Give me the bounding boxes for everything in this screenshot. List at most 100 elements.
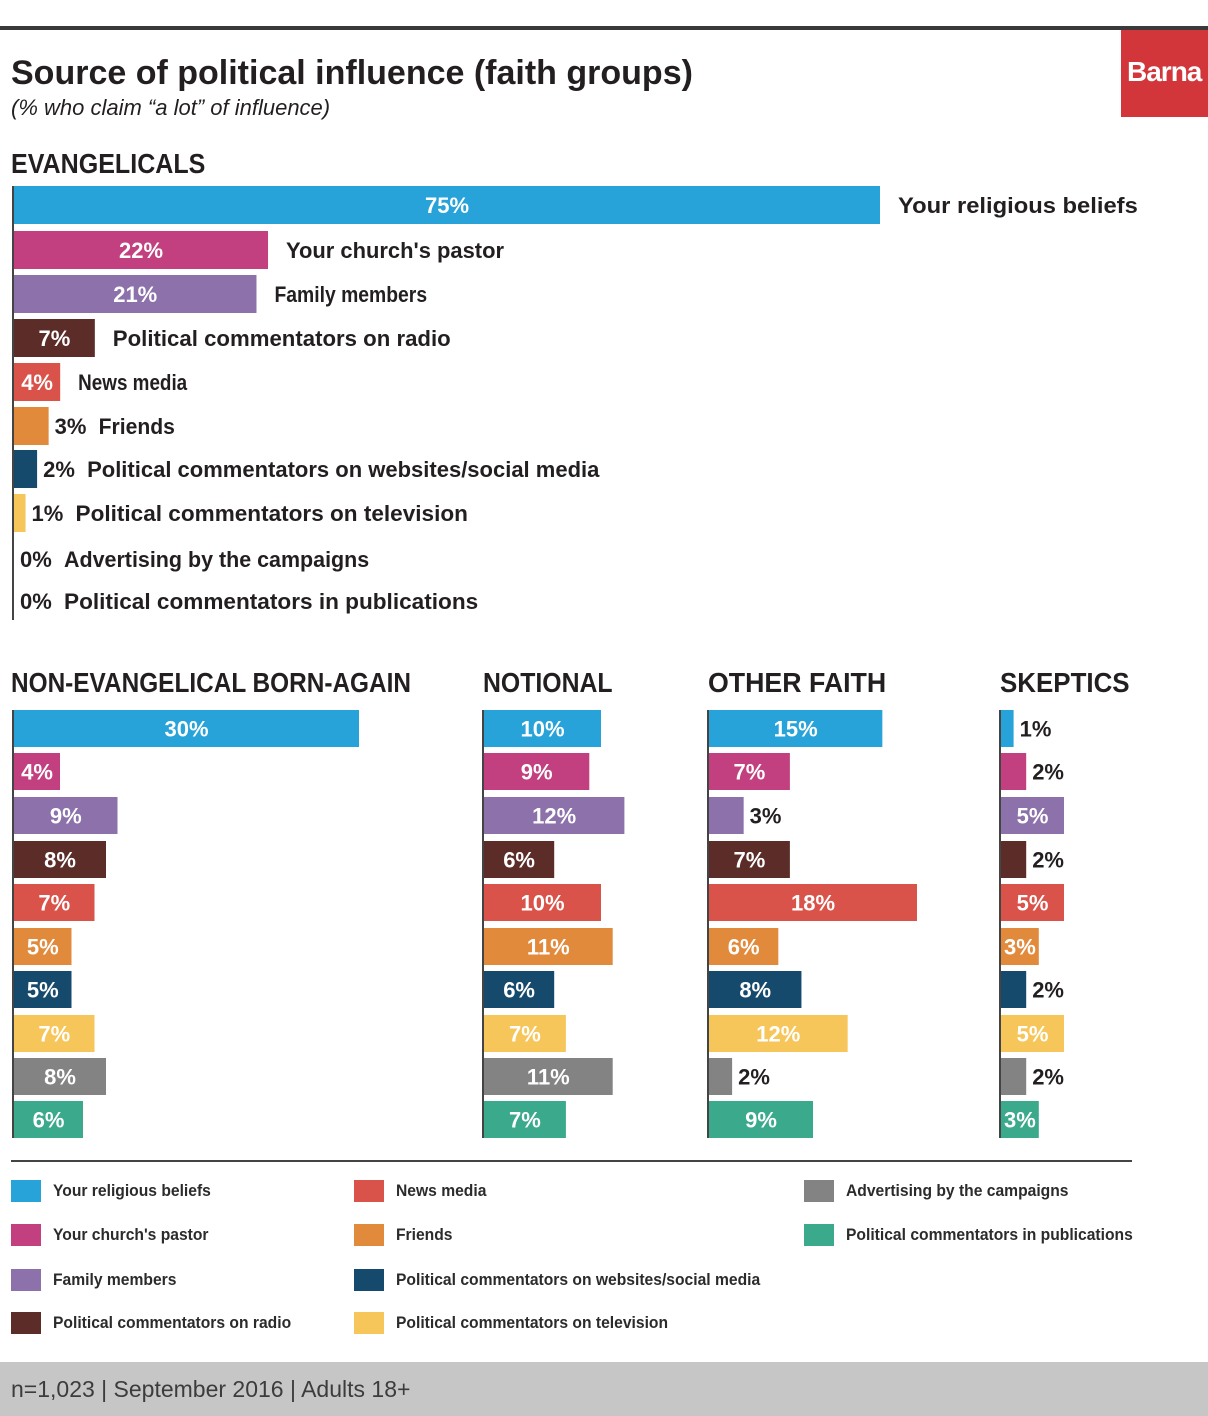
value-label: 0% (20, 547, 52, 572)
value-label: 22% (119, 238, 163, 263)
bar-tv (14, 494, 26, 532)
panel-title: NOTIONAL (483, 667, 613, 698)
value-label: 8% (44, 1065, 76, 1090)
value-label: 6% (503, 848, 535, 873)
value-label: 7% (734, 760, 766, 785)
bar-ads (1001, 1058, 1027, 1095)
legend-label: News media (396, 1181, 487, 1200)
value-label: 3% (55, 414, 87, 439)
value-label: 75% (425, 193, 469, 218)
value-label: 5% (1017, 804, 1049, 829)
legend-label: Family members (53, 1270, 177, 1289)
bar-pastor (1001, 753, 1027, 790)
legend-divider (11, 1160, 1132, 1162)
category-label: Political commentators on radio (113, 326, 451, 351)
bar-tv (14, 1015, 95, 1052)
bar-ads (14, 1058, 106, 1095)
bar-radio (709, 841, 790, 878)
category-label: Political commentators on websites/socia… (87, 457, 600, 482)
bar-news (484, 884, 601, 921)
value-label: 5% (1017, 1022, 1049, 1047)
bar-pastor (709, 753, 790, 790)
bar-web (14, 971, 72, 1008)
value-label: 1% (1020, 717, 1052, 742)
barna-logo: Barna (1121, 30, 1208, 117)
bar-pastor (484, 753, 590, 790)
panel-skeptics: SKEPTICS 1% 2% 5% 2% 5% 3% 2% 5% 2% 3% (999, 667, 1130, 1138)
bar-family (709, 797, 744, 834)
value-label: 1% (32, 501, 64, 526)
value-label: 7% (509, 1108, 541, 1133)
bar-ads (484, 1058, 613, 1095)
value-label: 7% (509, 1022, 541, 1047)
legend-swatch (11, 1269, 41, 1291)
bar-religious (14, 710, 359, 747)
legend-swatch (11, 1312, 41, 1334)
bar-news (14, 363, 61, 401)
bar-news (709, 884, 917, 921)
legend-swatch (354, 1180, 384, 1202)
bar-radio (484, 841, 555, 878)
legend-item-ads: Advertising by the campaigns (804, 1179, 1088, 1203)
bar-chart: EVANGELICALS 75% Your religious beliefs 22%… (11, 148, 1138, 1138)
bar-ads (709, 1058, 733, 1095)
bar-tv (1001, 1015, 1064, 1052)
value-label: 3% (1004, 935, 1036, 960)
bar-family (484, 797, 625, 834)
bar-publications (484, 1101, 566, 1138)
top-rule (0, 26, 1208, 30)
legend-item-pastor: Your church's pastor (11, 1223, 222, 1247)
legend-swatch (354, 1224, 384, 1246)
bar-news (14, 884, 95, 921)
bar-publications (14, 1101, 83, 1138)
legend-swatch (804, 1180, 834, 1202)
category-label: Advertising by the campaigns (64, 547, 369, 572)
value-label: 15% (774, 717, 818, 742)
bar-religious (14, 186, 880, 224)
bar-friends (14, 407, 49, 445)
value-label: 7% (39, 326, 71, 351)
value-label: 12% (756, 1022, 800, 1047)
chart-subtitle: (% who claim “a lot” of influence) (11, 95, 331, 120)
bar-radio (14, 319, 95, 357)
value-label: 5% (1017, 891, 1049, 916)
bar-friends (484, 928, 613, 965)
value-label: 6% (728, 935, 760, 960)
value-label: 30% (164, 717, 208, 742)
value-label: 2% (1032, 978, 1064, 1003)
value-label: 9% (50, 804, 82, 829)
value-label: 7% (38, 891, 70, 916)
value-label: 9% (745, 1108, 777, 1133)
panel-title: SKEPTICS (1000, 667, 1130, 698)
bar-friends (14, 928, 72, 965)
bar-web (14, 450, 38, 488)
value-label: 11% (527, 1065, 570, 1090)
legend-label: Political commentators on television (396, 1313, 669, 1332)
value-label: 11% (527, 935, 570, 960)
legend-swatch (11, 1180, 41, 1202)
panel-notional: NOTIONAL 10% 9% 12% 6% 10% 11% 6% 7% 11% 7% (482, 667, 625, 1138)
bar-family (1001, 797, 1064, 834)
chart-title: Source of political influence (faith gro… (11, 54, 693, 92)
bar-tv (484, 1015, 566, 1052)
footer-text: n=1,023 | September 2016 | Adults 18+ (11, 1376, 411, 1402)
bar-pastor (14, 753, 60, 790)
panel-title: EVANGELICALS (11, 148, 205, 179)
legend-label: Your church's pastor (53, 1225, 209, 1244)
value-label: 10% (520, 891, 564, 916)
bar-news (1001, 884, 1064, 921)
value-label: 2% (738, 1065, 770, 1090)
bar-family (14, 275, 257, 313)
legend-item-radio: Political commentators on radio (11, 1311, 312, 1335)
legend-item-friends: Friends (354, 1223, 457, 1247)
category-label: Political commentators on television (76, 501, 468, 526)
category-label: News media (78, 370, 188, 395)
panel-evangelicals: EVANGELICALS 75% Your religious beliefs 22%… (11, 148, 1138, 620)
bar-web (709, 971, 802, 1008)
value-label: 18% (791, 891, 835, 916)
value-label: 7% (734, 848, 766, 873)
category-label: Your church's pastor (286, 238, 504, 263)
value-label: 2% (1032, 1065, 1064, 1090)
legend-label: Political commentators on radio (53, 1313, 292, 1332)
category-label: Family members (274, 282, 427, 307)
